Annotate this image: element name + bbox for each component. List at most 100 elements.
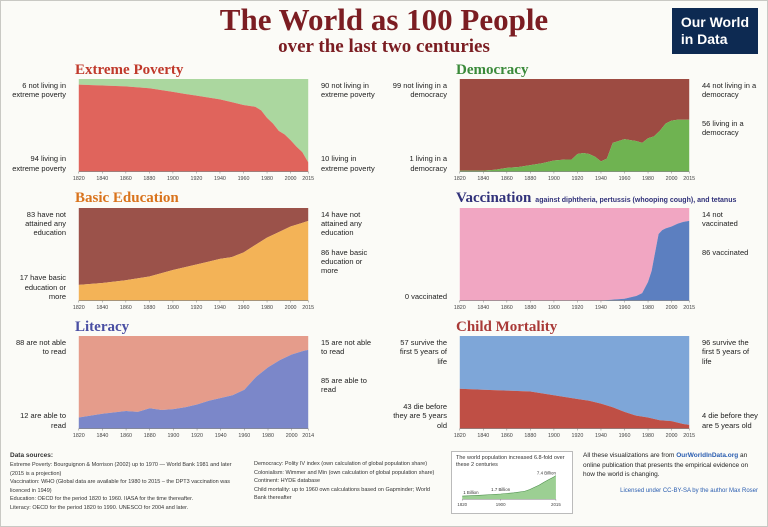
owid-logo: Our World in Data <box>671 8 758 54</box>
x-tick-label: 2000 <box>666 305 678 311</box>
source-line: Education: OECD for the period 1820 to 1… <box>10 496 194 503</box>
label-no-education-1820: 83 have not attained any education <box>25 209 66 238</box>
x-tick-label: 1840 <box>477 305 489 311</box>
x-tick-label: 1880 <box>524 433 536 439</box>
x-tick-label: 2000 <box>285 305 297 311</box>
panel-title-extreme-poverty: Extreme Poverty <box>75 61 184 78</box>
x-tick-label: 2015 <box>551 502 561 507</box>
x-tick-label: 2014 <box>302 433 314 439</box>
x-tick-label: 1960 <box>238 176 250 182</box>
label-democracy-1820: 1 living in a democracy <box>409 154 447 173</box>
source-line: Democracy: Polity IV index (own calculat… <box>254 461 428 468</box>
sources-heading: Data sources: <box>10 452 53 460</box>
source-line: Literacy: OECD for the period 1820 to 19… <box>10 504 189 511</box>
x-tick-label: 1860 <box>501 433 513 439</box>
x-tick-label: 1900 <box>548 305 560 311</box>
label-survive-1820: 57 survive the first 5 years of life <box>399 338 447 366</box>
democracy-top-area <box>459 79 690 171</box>
x-tick-label: 1840 <box>477 176 489 182</box>
label-education-1820: 17 have basic education or more <box>19 273 66 302</box>
panel-extreme-poverty: Extreme Poverty 6 not living in extreme … <box>9 62 378 188</box>
panel-title-basic-education: Basic Education <box>75 190 179 207</box>
x-tick-label: 1880 <box>143 305 155 311</box>
vaccination-top-area <box>459 207 690 301</box>
x-tick-label: 1960 <box>238 305 250 311</box>
label-survive-2015: 96 survive the first 5 years of life <box>702 338 750 366</box>
basic-education-chart: 1820 1840 1860 1880 1900 1920 1940 1960 1980 2000… <box>73 207 314 311</box>
charts-grid: Extreme Poverty 6 not living in extreme … <box>1 58 767 447</box>
population-annotation: 1 Billion <box>463 490 479 495</box>
x-tick-label: 1920 <box>191 176 203 182</box>
x-tick-label: 1960 <box>619 176 631 182</box>
population-annotation: 1.7 Billion <box>491 487 511 492</box>
panel-title-child-mortality: Child Mortality <box>456 318 558 335</box>
x-tick-label: 1840 <box>96 176 108 182</box>
x-tick-label: 1820 <box>454 176 466 182</box>
label-not-in-poverty-1820: 6 not living in extreme poverty <box>12 81 66 100</box>
x-tick-label: 1840 <box>96 305 108 311</box>
source-line: Colonialism: Wimmer and Min (own calcula… <box>254 469 435 476</box>
democracy-chart: 1820 1840 1860 1880 1900 1920 1940 1960 1980 2000… <box>454 79 695 182</box>
extreme-poverty-chart: 1820 1840 1860 1880 1900 1920 1940 1960 1980 2000… <box>73 79 314 182</box>
label-die-2015: 4 die before they are 5 years old <box>702 411 758 430</box>
x-tick-label: 1820 <box>454 433 466 439</box>
x-tick-label: 1920 <box>191 305 203 311</box>
x-tick-label: 1920 <box>572 176 584 182</box>
x-tick-label: 2015 <box>302 305 314 311</box>
data-sources: Data sources: Extreme Poverty: Bourguign… <box>10 451 441 512</box>
label-in-poverty-2015: 10 living in extreme poverty <box>321 154 375 173</box>
x-tick-label: 2000 <box>285 176 297 182</box>
x-tick-label: 1960 <box>238 433 250 439</box>
header: The World as 100 People over the last tw… <box>1 1 767 58</box>
logo-line1: Our World <box>680 14 749 30</box>
vaccination-subtitle: against diphtheria, pertussis (whooping … <box>535 197 737 205</box>
x-tick-label: 2015 <box>683 433 695 439</box>
panel-title-democracy: Democracy <box>456 61 529 78</box>
panel-body: 0 vaccinated 1820 1840 1860 1880 1900 1920 194… <box>390 207 759 316</box>
owid-link[interactable]: OurWorldInData.org <box>676 452 739 460</box>
x-tick-label: 2015 <box>683 176 695 182</box>
label-vaccinated-2015: 86 vaccinated <box>702 247 749 257</box>
child-mortality-top-area <box>459 336 690 426</box>
world-population-line <box>462 475 557 497</box>
logo-line2: in Data <box>680 30 728 47</box>
x-tick-label: 1920 <box>572 433 584 439</box>
x-tick-label: 1980 <box>642 176 654 182</box>
x-tick-label: 1980 <box>642 305 654 311</box>
x-tick-label: 1900 <box>548 433 560 439</box>
x-tick-label: 1900 <box>167 176 179 182</box>
label-in-poverty-1820: 94 living in extreme poverty <box>12 154 66 173</box>
world-population-chart: 1820 1900 2015 1 Billion 1.7 Billion 7.4 Bill… <box>457 471 561 508</box>
x-tick-label: 1940 <box>215 433 227 439</box>
x-tick-label: 1820 <box>73 433 85 439</box>
x-tick-label: 1860 <box>501 176 513 182</box>
x-tick-label: 1900 <box>548 176 560 182</box>
x-tick-label: 1820 <box>73 176 85 182</box>
label-die-1820: 43 die before they are 5 years old <box>393 401 447 430</box>
panel-vaccination: Vaccination against diphtheria, pertussis… <box>390 190 759 316</box>
source-line: Child mortality: up to 1960 own calculat… <box>254 486 430 502</box>
label-literate-2014: 85 are able to read <box>321 376 367 395</box>
panel-title-vaccination: Vaccination against diphtheria, pertussis… <box>456 190 759 207</box>
x-tick-label: 1940 <box>214 176 226 182</box>
x-tick-label: 1980 <box>261 176 273 182</box>
x-tick-label: 1980 <box>262 433 274 439</box>
panel-child-mortality: Child Mortality 57 survive the first 5 y… <box>390 319 759 445</box>
label-not-democracy-2015: 44 not living in a democracy <box>702 81 757 100</box>
label-illiterate-1820: 88 are not able to read <box>15 338 66 357</box>
x-tick-label: 1820 <box>454 305 466 311</box>
x-tick-label: 2000 <box>666 176 678 182</box>
labels-left: 88 are not able to read 12 are able to r… <box>9 336 71 444</box>
x-tick-label: 1940 <box>595 305 607 311</box>
labels-left: 99 not living in a democracy 1 living in… <box>390 79 452 187</box>
x-tick-label: 1980 <box>261 305 273 311</box>
child-mortality-chart: 1820 1840 1860 1880 1900 1920 1940 1960 1980 2000… <box>454 336 695 439</box>
source-line: Extreme Poverty: Bourguignon & Morrison … <box>10 462 232 477</box>
label-not-vaccinated-2015: 14 not vaccinated <box>702 209 738 228</box>
child-mortality-bottom-area <box>459 388 690 429</box>
vaccination-title-text: Vaccination <box>456 190 532 207</box>
x-tick-label: 1860 <box>120 305 132 311</box>
x-tick-label: 2015 <box>683 305 695 311</box>
about-prefix: All these visualizations are from <box>583 452 677 460</box>
